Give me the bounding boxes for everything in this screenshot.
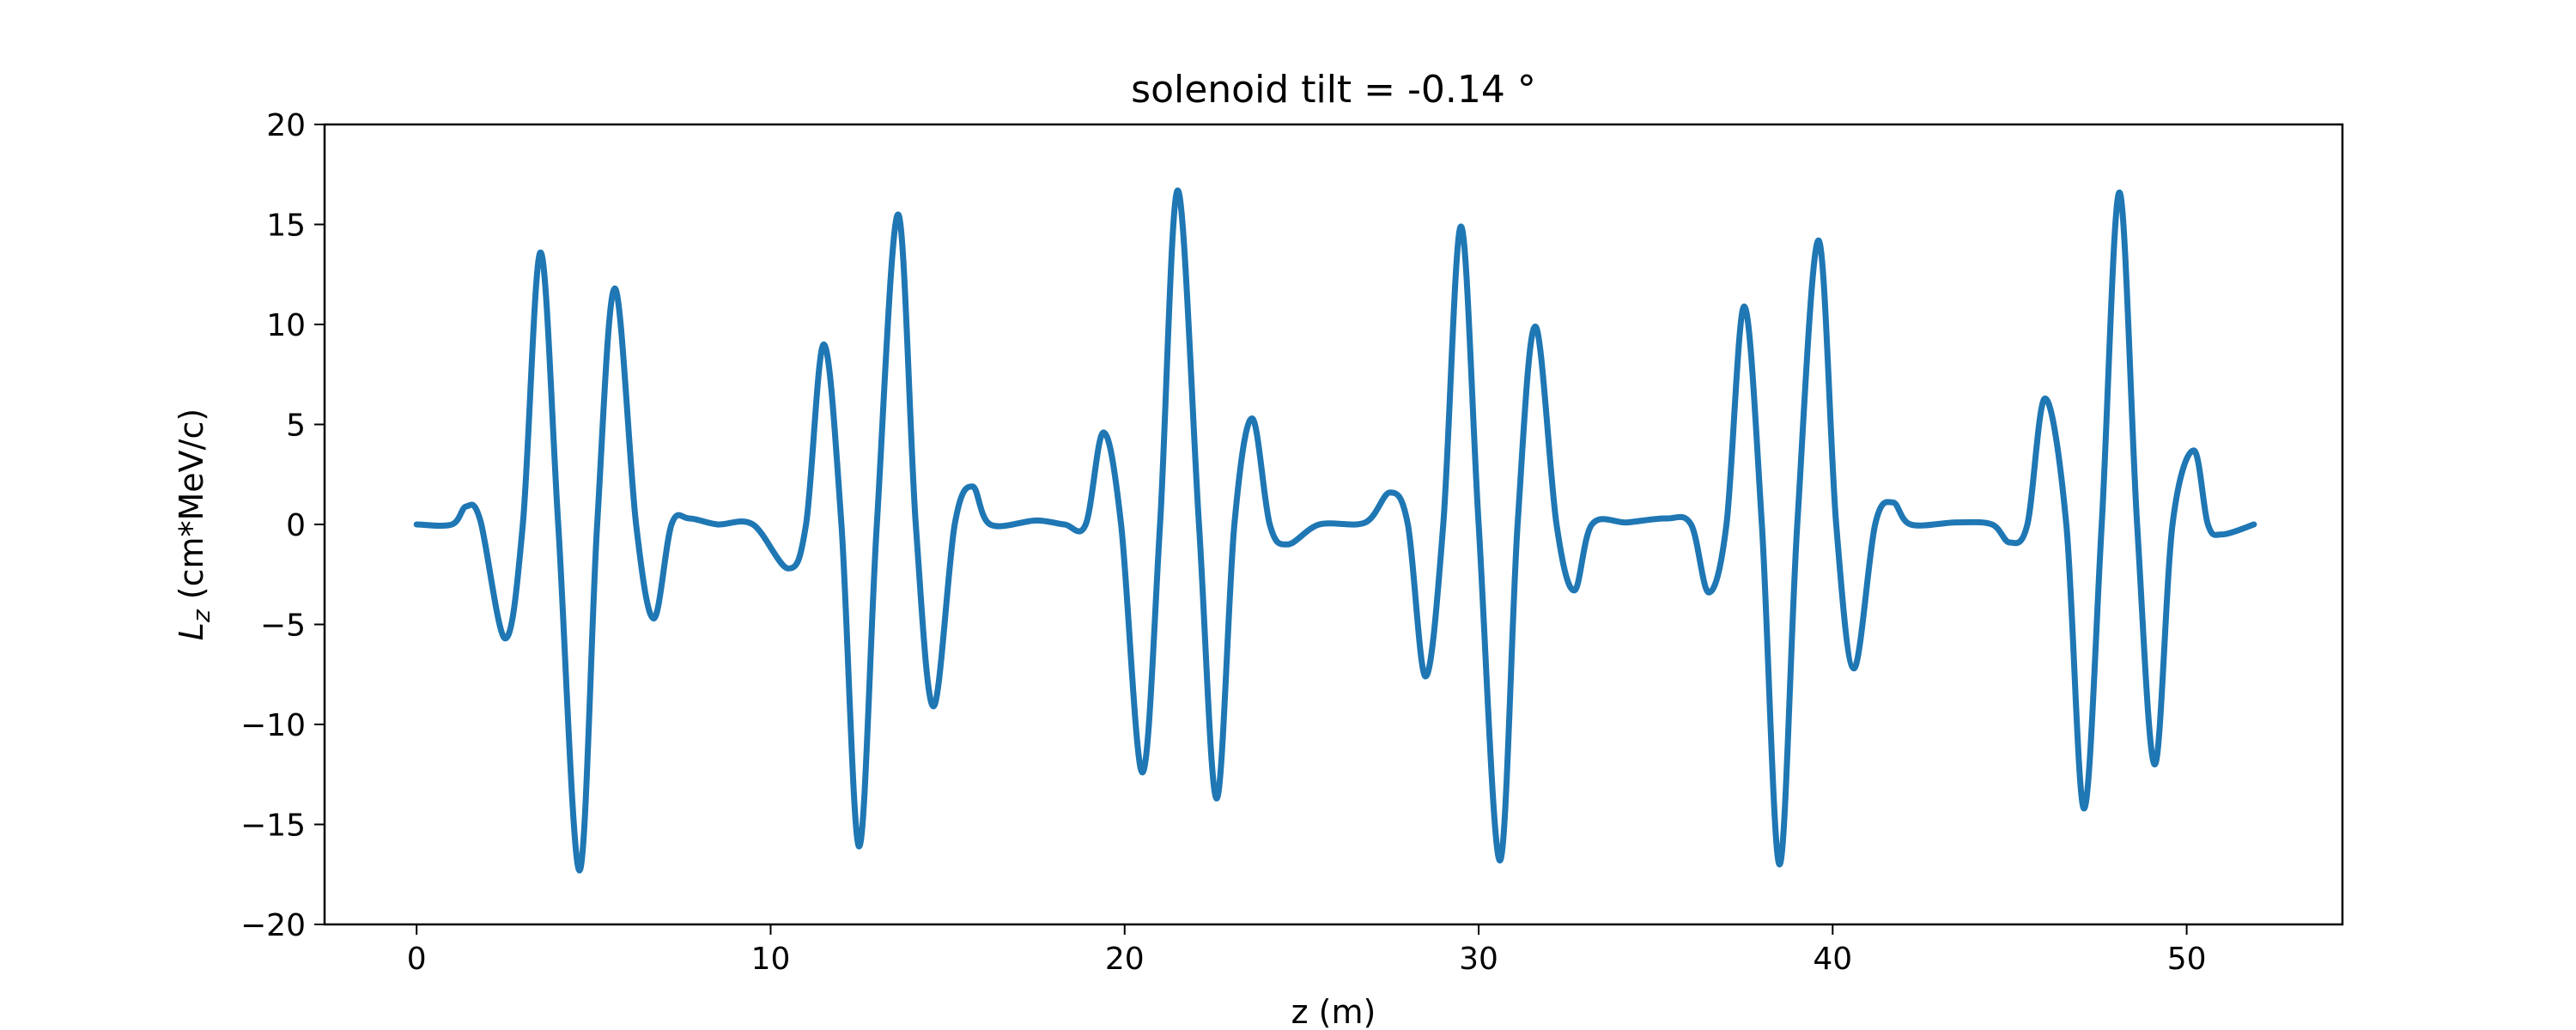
y-tick-label: 10 [266,308,306,343]
y-axis-ticks: −20 −15 −10 −5 0 5 10 15 20 [240,108,325,943]
x-tick-label: 50 [2167,942,2207,977]
x-tick-label: 20 [1105,942,1145,977]
x-tick-label: 10 [751,942,791,977]
y-tick-label: 20 [266,108,306,143]
y-tick-label: −10 [240,708,306,743]
x-tick-label: 40 [1813,942,1852,977]
y-tick-label: −15 [240,809,306,844]
y-tick-label: −5 [260,609,306,644]
series-line-0 [413,187,2257,874]
y-axis-label-subscript: z [187,609,216,623]
plot-layer [413,187,2257,874]
y-axis-label-units: (cm*MeV/c) [173,409,210,610]
y-axis-label: Lz (cm*MeV/c) [173,409,216,640]
chart-title: solenoid tilt = -0.14 ° [1131,68,1536,112]
x-tick-label: 30 [1459,942,1498,977]
y-tick-label: 15 [266,209,306,244]
y-tick-label: −20 [240,908,306,943]
y-tick-label: 5 [286,409,306,444]
y-tick-label: 0 [286,508,306,543]
y-axis-label-symbol: L [173,622,210,640]
x-tick-label: 0 [407,942,427,977]
x-axis-label: z (m) [1291,993,1376,1030]
x-axis-ticks: 0 10 20 30 40 50 [407,924,2207,977]
